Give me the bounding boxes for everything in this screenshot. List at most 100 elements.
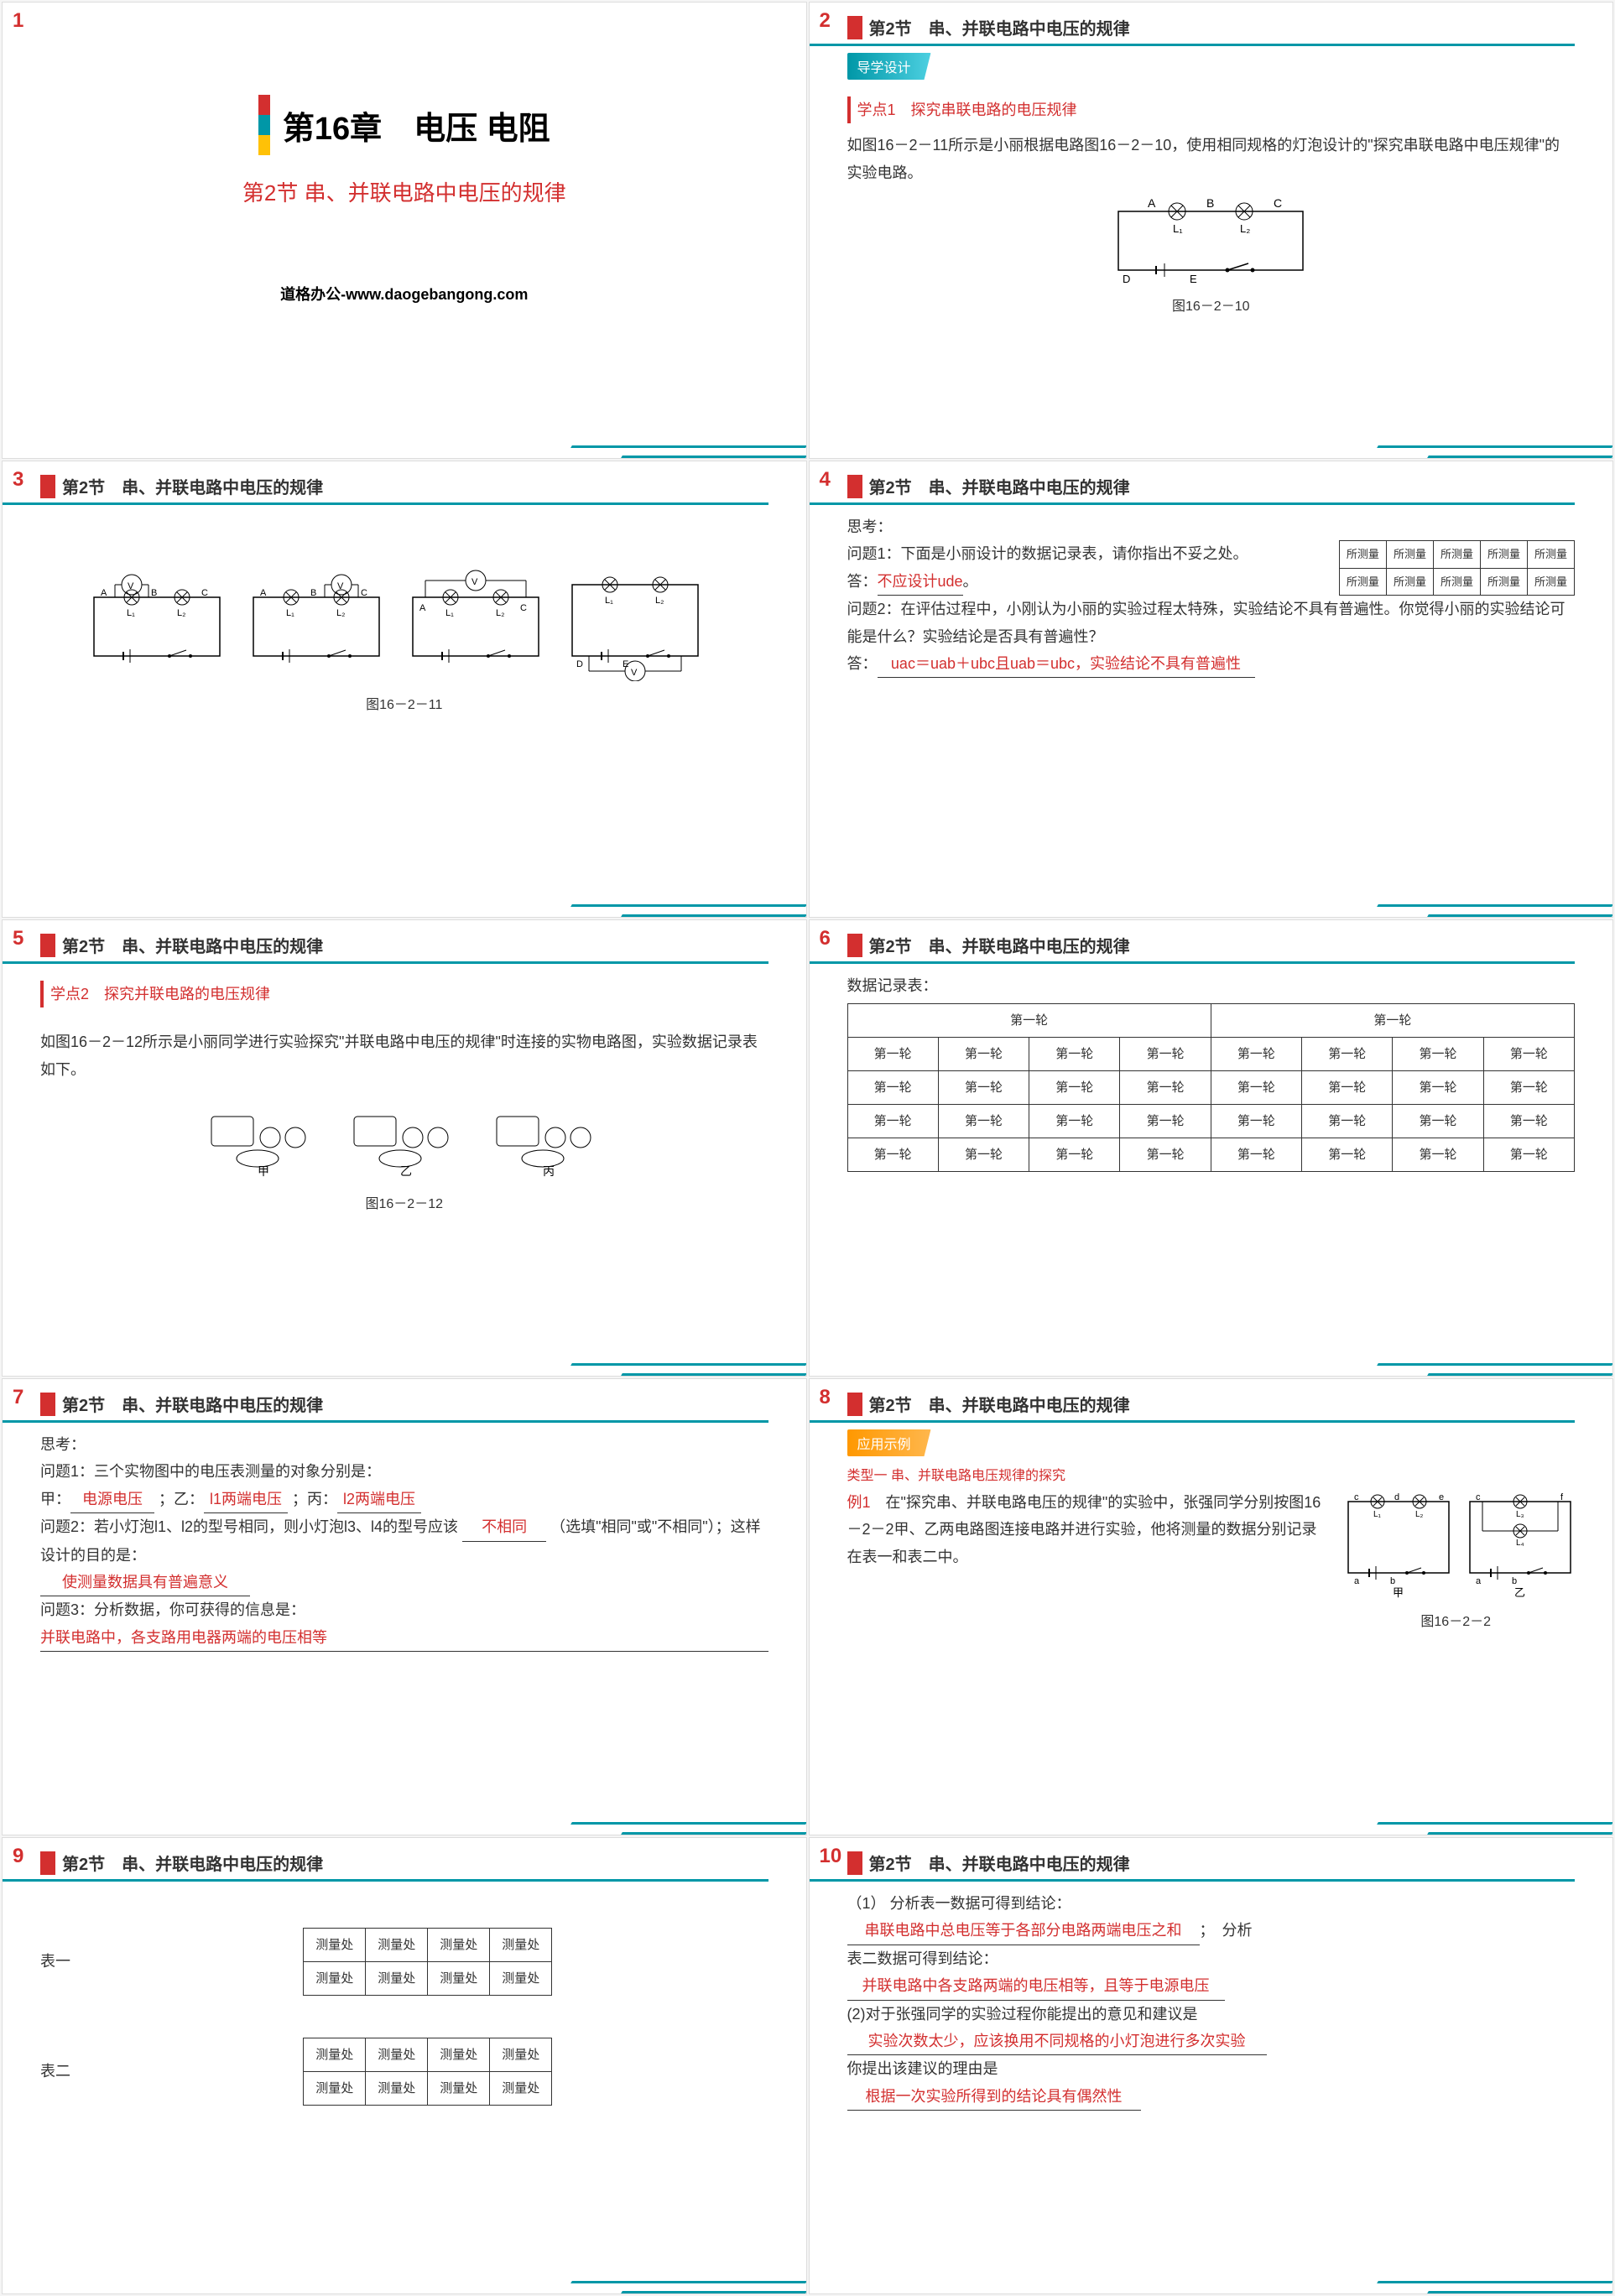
chapter-title: 第16章 电压 电阻 <box>3 95 806 155</box>
header-title: 第2节 串、并联电路中电压的规律 <box>869 15 1130 39</box>
svg-text:L₂: L₂ <box>496 608 504 618</box>
divider <box>810 1420 1576 1423</box>
slide-number: 2 <box>820 9 831 33</box>
slide-number: 10 <box>820 1845 842 1868</box>
question-1: （1） 分析表一数据可得到结论： <box>847 1890 1576 1917</box>
svg-text:C: C <box>1274 196 1282 210</box>
corner-decoration <box>571 892 806 917</box>
corner-decoration <box>571 1351 806 1376</box>
svg-text:E: E <box>1190 273 1197 285</box>
type-label: 类型一 串、并联电路电压规律的探究 <box>847 1465 1576 1489</box>
svg-text:甲: 甲 <box>1393 1586 1404 1599</box>
svg-text:L₁: L₁ <box>1373 1510 1382 1519</box>
svg-text:乙: 乙 <box>1514 1586 1525 1599</box>
content-area: 学点2 探究并联电路的电压规律 如图16－2－12所示是小丽同学进行实验探究"并… <box>3 964 806 1233</box>
svg-text:a: a <box>1354 1576 1360 1586</box>
red-marker <box>40 475 55 498</box>
answer-4: 根据一次实验所得到的结论具有偶然性 <box>847 2083 1141 2111</box>
title-color-blocks <box>258 95 270 155</box>
ans-yi: l1两端电压 <box>204 1486 288 1513</box>
data-table: 所测量所测量所测量所测量所测量 所测量所测量所测量所测量所测量 <box>1339 540 1575 596</box>
example-tag: 应用示例 <box>847 1429 931 1456</box>
slide-number: 3 <box>13 468 23 492</box>
slide-7: 7 第2节 串、并联电路中电压的规律 思考： 问题1：三个实物图中的电压表测量的… <box>2 1378 807 1835</box>
table-1: 测量处测量处测量处测量处 测量处测量处测量处测量处 <box>303 1928 552 1996</box>
svg-text:L₂: L₂ <box>1415 1510 1424 1519</box>
think-label: 思考： <box>847 513 1576 540</box>
slide-1: 1 第16章 电压 电阻 第2节 串、并联电路中电压的规律 道格办公-www.d… <box>2 2 807 459</box>
question-2: 问题2：在评估过程中，小刚认为小丽的实验过程太特殊，实验结论不具有普遍性。你觉得… <box>847 596 1576 650</box>
red-marker <box>847 934 862 957</box>
header-bar: 第2节 串、并联电路中电压的规律 <box>40 933 806 957</box>
divider <box>810 44 1576 46</box>
study-point: 学点2 探究并联电路的电压规律 <box>40 981 270 1007</box>
question-2: 表二数据可得到结论： <box>847 1945 1576 1972</box>
answer-1: 不应设计ude <box>878 568 963 596</box>
svg-text:D: D <box>576 659 583 669</box>
svg-text:D: D <box>1123 273 1130 285</box>
content-area: 表一 测量处测量处测量处测量处 测量处测量处测量处测量处 表二 测量处测量处测量… <box>3 1882 806 2127</box>
block-yellow <box>258 135 270 155</box>
header-title: 第2节 串、并联电路中电压的规律 <box>62 1851 323 1875</box>
svg-text:d: d <box>1394 1492 1399 1502</box>
chapter-text: 第16章 电压 电阻 <box>283 102 550 148</box>
data-record-table: 第一轮第一轮 第一轮第一轮第一轮第一轮第一轮第一轮第一轮第一轮 第一轮第一轮第一… <box>847 1003 1576 1172</box>
section-subtitle: 第2节 串、并联电路中电压的规律 <box>3 176 806 207</box>
header-title: 第2节 串、并联电路中电压的规律 <box>62 1392 323 1416</box>
question-1: 问题1：下面是小丽设计的数据记录表，请你指出不妥之处。 <box>847 540 1322 567</box>
svg-text:甲: 甲 <box>258 1164 269 1178</box>
red-marker <box>40 1851 55 1875</box>
svg-text:f: f <box>1560 1492 1564 1502</box>
ans-2b: 使测量数据具有普遍意义 <box>40 1569 250 1596</box>
question-3: (2)对于张强同学的实验过程你能提出的意见和建议是 <box>847 2001 1576 2028</box>
svg-text:e: e <box>1439 1492 1444 1502</box>
red-marker <box>40 934 55 957</box>
content-area: （1） 分析表一数据可得到结论： 串联电路中总电压等于各部分电路两端电压之和； … <box>810 1882 1613 2127</box>
slide-8: 8 第2节 串、并联电路中电压的规律 应用示例 类型一 串、并联电路电压规律的探… <box>809 1378 1614 1835</box>
slide-grid: 1 第16章 电压 电阻 第2节 串、并联电路中电压的规律 道格办公-www.d… <box>0 0 1615 2296</box>
red-marker <box>847 16 862 39</box>
answer-2-line: 答：uac＝uab＋ubc且uab＝ubc，实验结论不具有普遍性 <box>847 650 1576 678</box>
header-title: 第2节 串、并联电路中电压的规律 <box>869 1392 1130 1416</box>
block-red <box>258 95 270 115</box>
svg-text:c: c <box>1476 1492 1481 1502</box>
svg-text:b: b <box>1512 1576 1517 1586</box>
svg-text:L₂: L₂ <box>1240 222 1250 235</box>
header-title: 第2节 串、并联电路中电压的规律 <box>62 474 323 498</box>
svg-text:b: b <box>1390 1576 1395 1586</box>
svg-text:C: C <box>520 603 527 613</box>
svg-text:L₃: L₃ <box>1516 1510 1524 1519</box>
svg-text:L₂: L₂ <box>177 608 185 618</box>
figure-label: 图16－2－11 <box>40 694 768 718</box>
circuit-diagram: ABC L₁L₂ DE <box>1102 195 1320 287</box>
header-title: 第2节 串、并联电路中电压的规律 <box>869 474 1130 498</box>
block-teal <box>258 115 270 135</box>
svg-text:C: C <box>201 588 208 598</box>
header-bar: 第2节 串、并联电路中电压的规律 <box>847 933 1613 957</box>
header-bar: 第2节 串、并联电路中电压的规律 <box>847 15 1613 39</box>
corner-decoration <box>571 2268 806 2293</box>
watermark: 道格办公-www.daogebangong.com <box>3 283 806 305</box>
header-title: 第2节 串、并联电路中电压的规律 <box>869 933 1130 957</box>
figure-label: 图16－2－12 <box>40 1193 768 1217</box>
slide-6: 6 第2节 串、并联电路中电压的规律 数据记录表： 第一轮第一轮 第一轮第一轮第… <box>809 919 1614 1377</box>
svg-text:V: V <box>631 668 638 678</box>
think-label: 思考： <box>40 1431 768 1458</box>
slide-number: 8 <box>820 1386 831 1409</box>
svg-text:C: C <box>361 588 367 598</box>
svg-text:L₁: L₁ <box>605 596 613 606</box>
slide-9: 9 第2节 串、并联电路中电压的规律 表一 测量处测量处测量处测量处 测量处测量… <box>2 1837 807 2294</box>
body-text: 如图16－2－12所示是小丽同学进行实验探究"并联电路中电压的规律"时连接的实物… <box>40 1028 768 1083</box>
corner-decoration <box>1378 2268 1612 2293</box>
svg-text:V: V <box>471 577 478 587</box>
slide-number: 5 <box>13 927 23 950</box>
figure-label: 图16－2－2 <box>847 1611 1492 1635</box>
ans-bing: l2两端电压 <box>337 1486 421 1513</box>
content-area: 思考： 问题1：下面是小丽设计的数据记录表，请你指出不妥之处。 答：不应设计ud… <box>810 505 1613 695</box>
question-1: 问题1：三个实物图中的电压表测量的对象分别是： <box>40 1458 768 1485</box>
svg-text:L₄: L₄ <box>1516 1538 1524 1548</box>
red-marker <box>847 1851 862 1875</box>
corner-decoration <box>1378 433 1612 458</box>
content-area: V ABC L₁L₂ V ABC L₁L₂ <box>3 505 806 735</box>
svg-text:L₁: L₁ <box>127 608 135 618</box>
